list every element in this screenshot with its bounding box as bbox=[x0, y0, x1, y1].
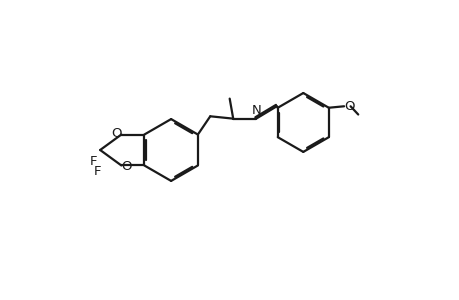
Text: N: N bbox=[251, 104, 261, 118]
Text: O: O bbox=[344, 100, 354, 113]
Text: O: O bbox=[111, 127, 121, 140]
Text: O: O bbox=[121, 160, 132, 173]
Text: F: F bbox=[90, 155, 97, 168]
Text: F: F bbox=[93, 165, 101, 178]
